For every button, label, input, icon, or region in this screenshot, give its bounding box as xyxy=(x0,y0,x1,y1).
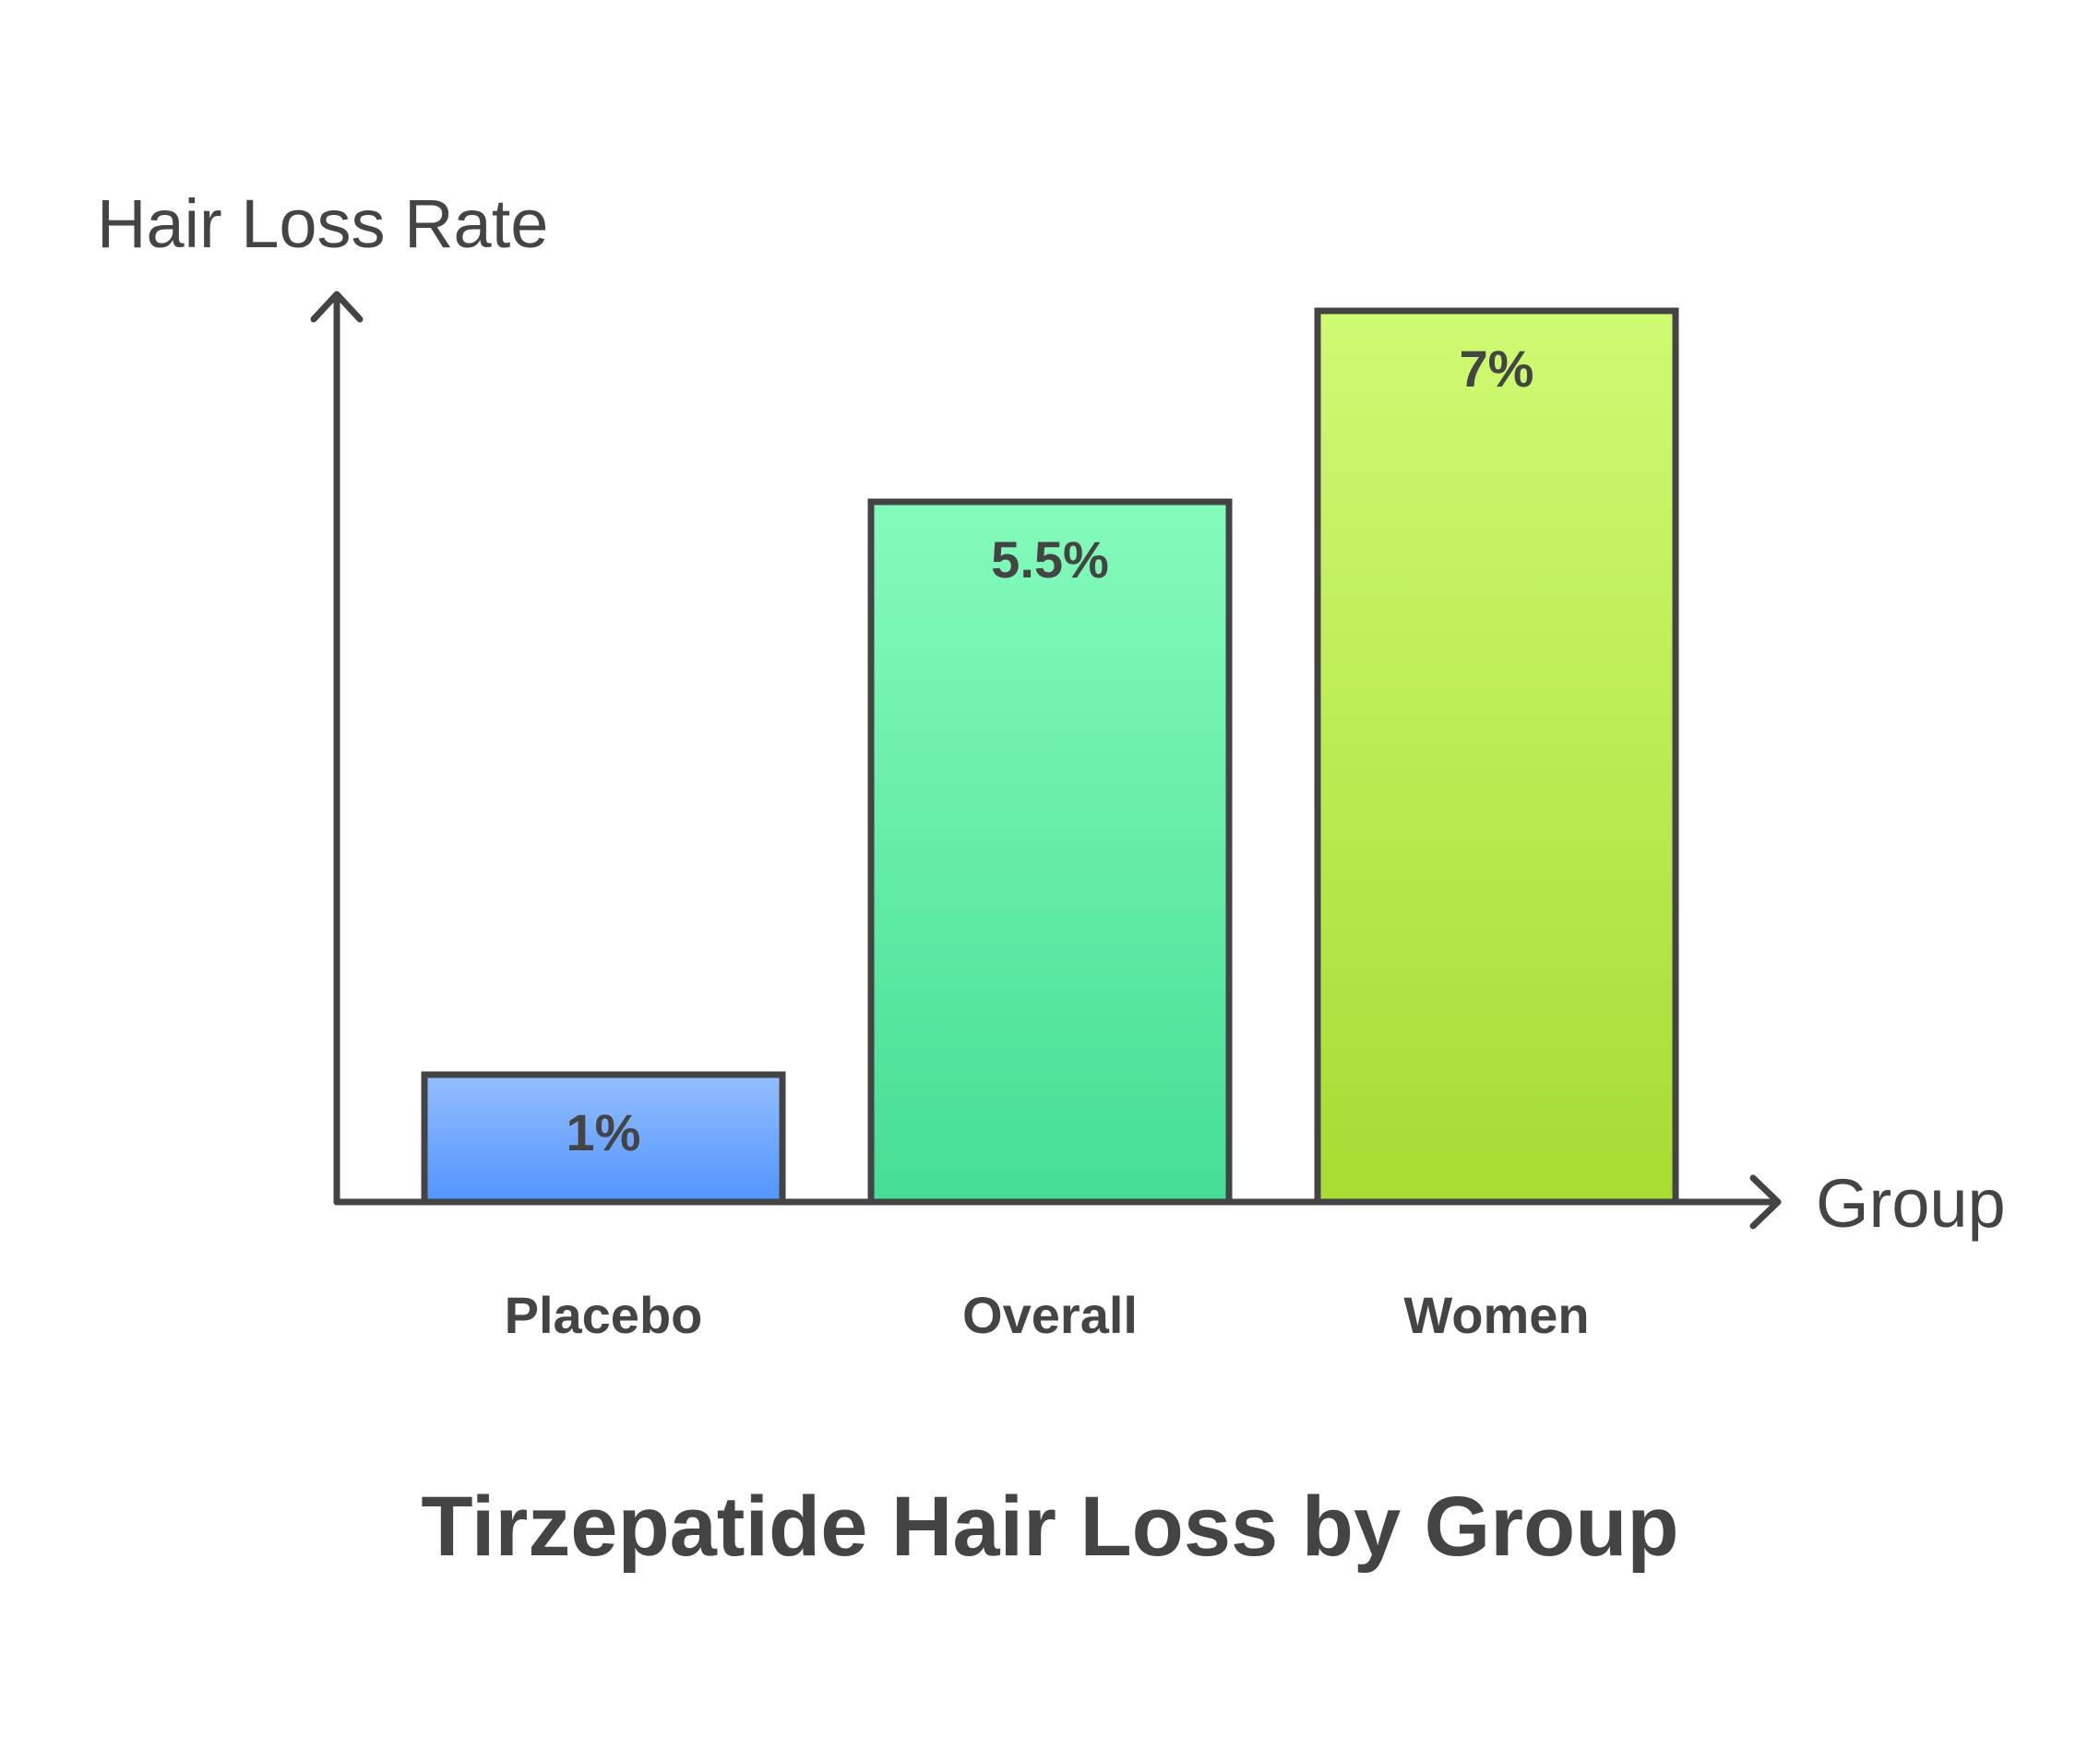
x-axis-arrow xyxy=(1749,1174,1782,1230)
tick-label-overall: Overall xyxy=(962,1286,1138,1344)
value-label-women: 7% xyxy=(1460,339,1534,398)
tick-label-women: Women xyxy=(1403,1286,1589,1344)
y-axis-arrow xyxy=(310,291,364,323)
tick-label-placebo: Placebo xyxy=(505,1286,703,1344)
chart-title: Tirzepatide Hair Loss by Group xyxy=(421,1480,1678,1574)
value-label-overall: 5.5% xyxy=(991,530,1109,589)
x-axis-label: Group xyxy=(1816,1165,2006,1242)
y-axis-label: Hair Loss Rate xyxy=(97,185,548,262)
bar-overall xyxy=(867,498,1233,1206)
value-label-placebo: 1% xyxy=(567,1103,641,1161)
bar-placebo xyxy=(421,1071,786,1206)
bar-women xyxy=(1314,307,1679,1206)
